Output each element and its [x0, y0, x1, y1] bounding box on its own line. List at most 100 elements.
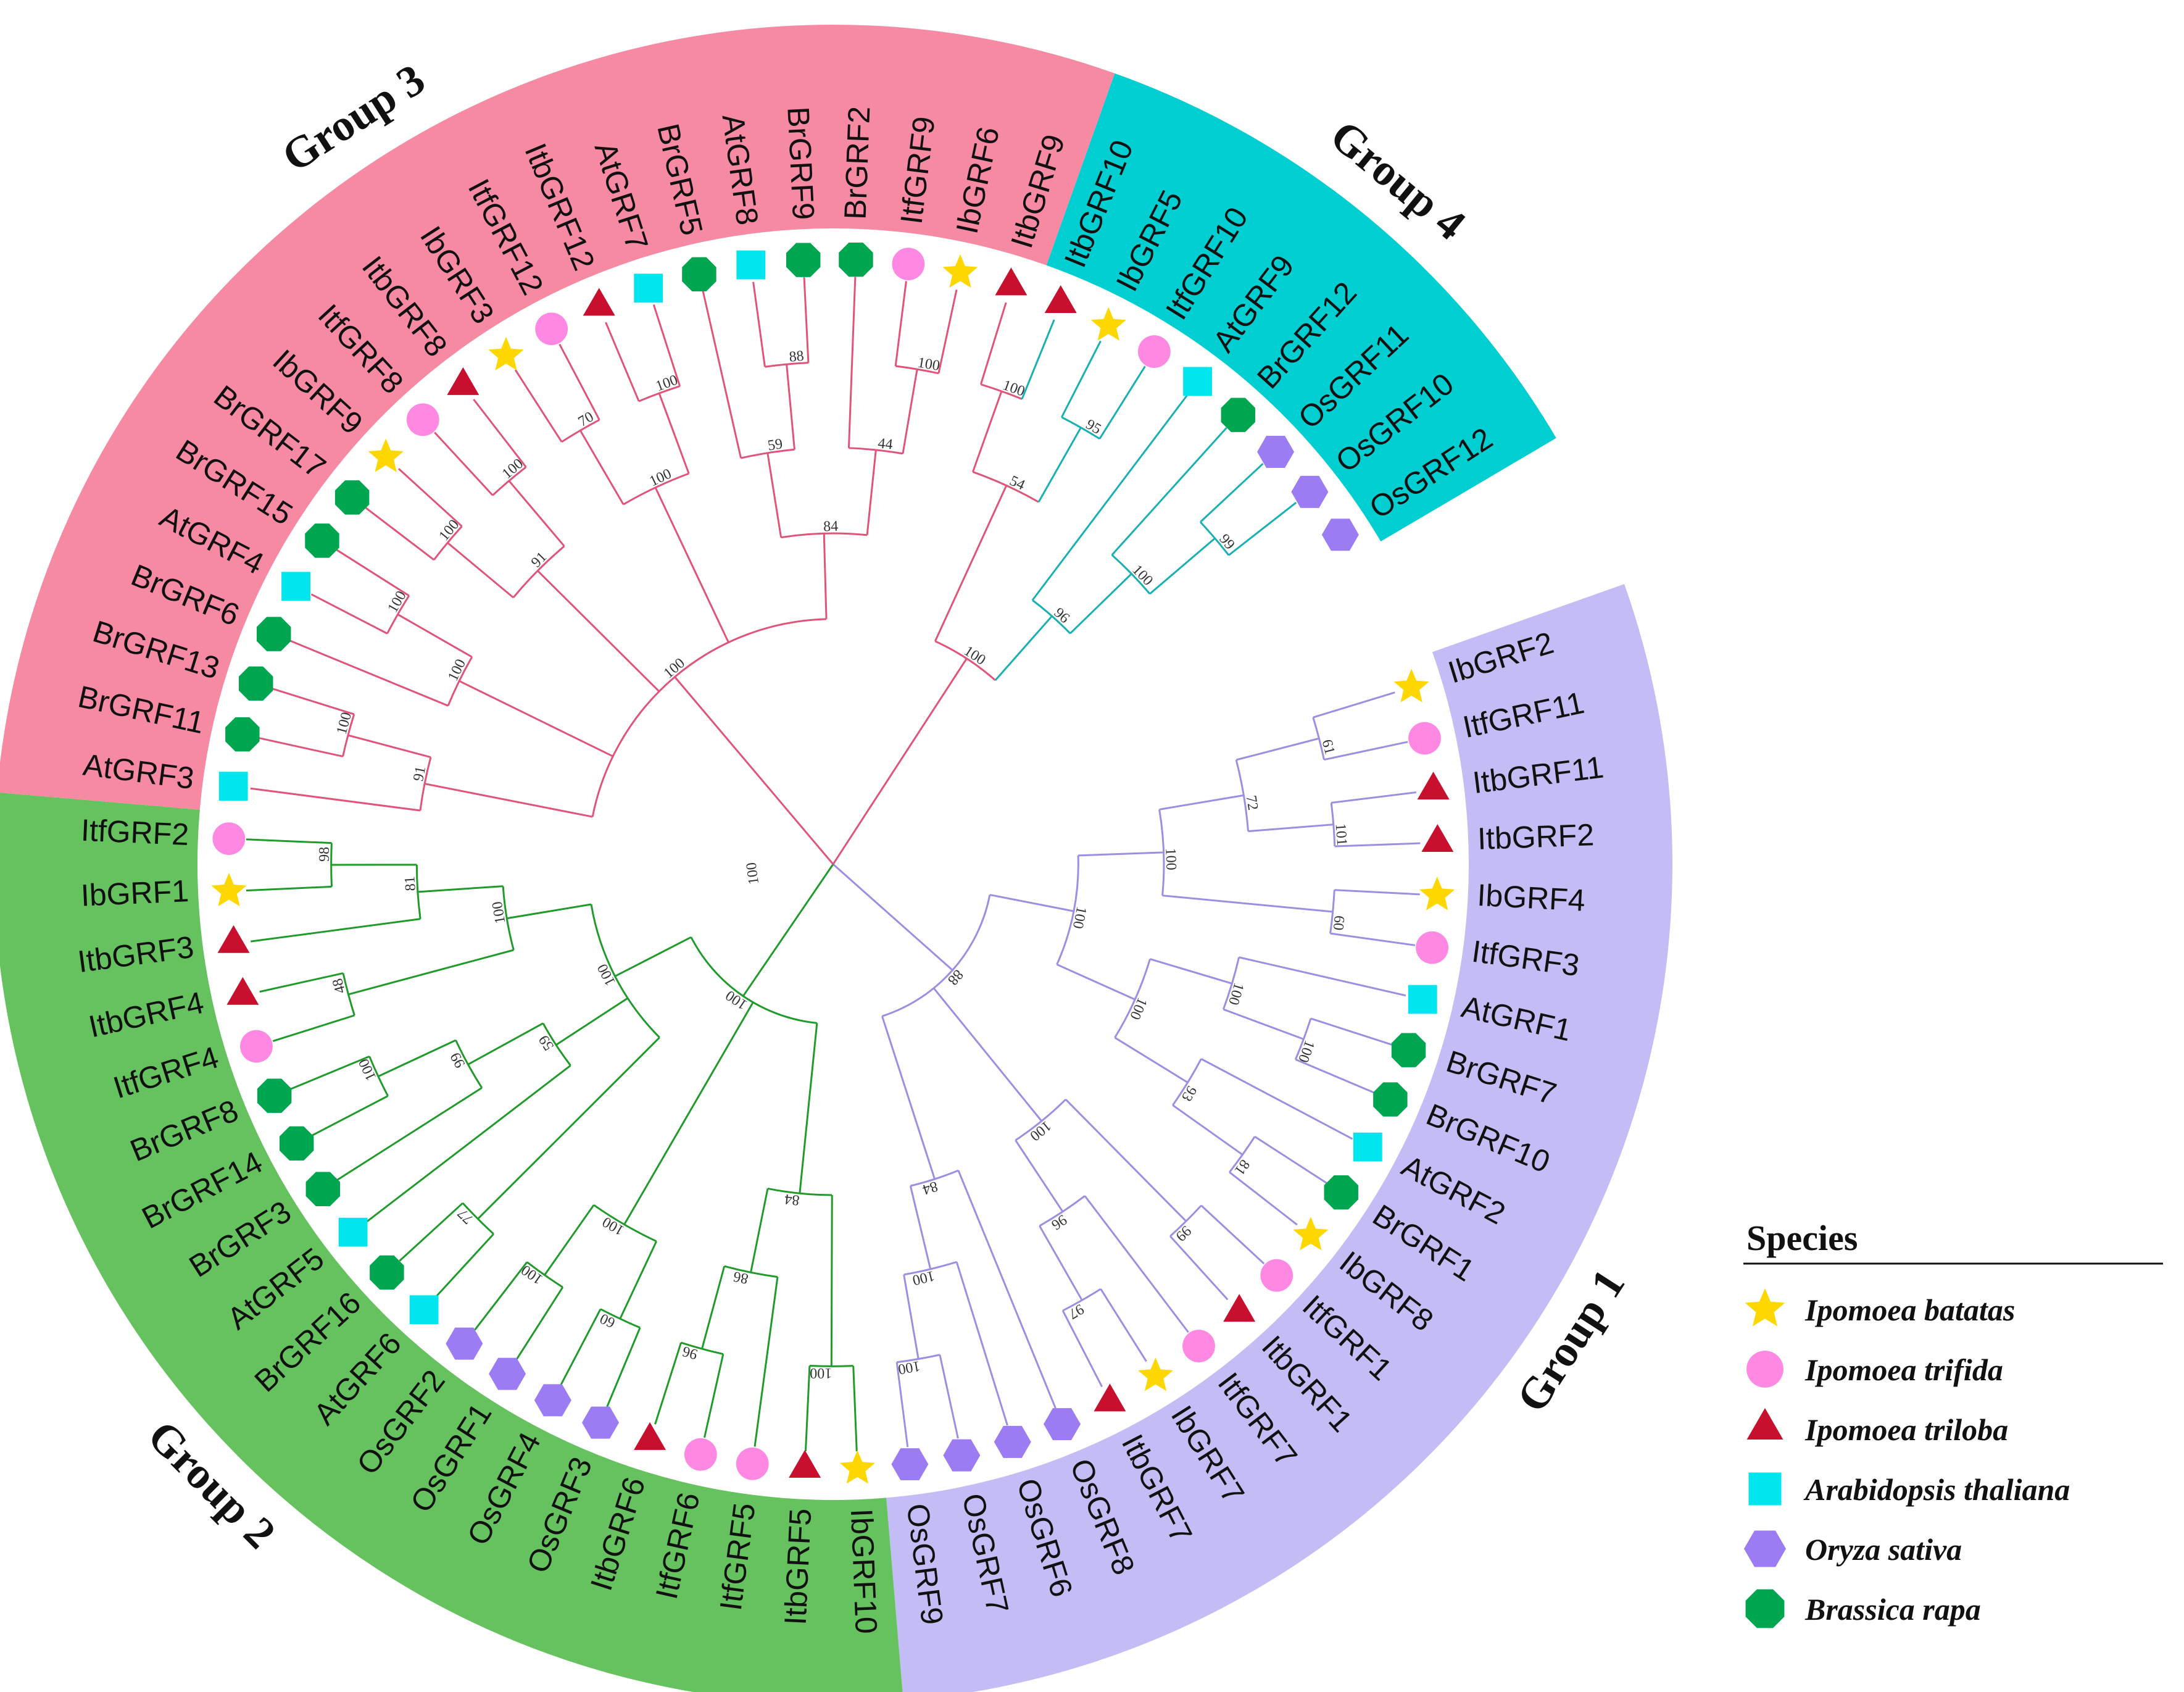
legend-marker-itf: [1746, 1351, 1783, 1388]
bootstrap-value: 84: [921, 1178, 940, 1198]
branch-line: [654, 1342, 682, 1425]
branch-line: [623, 1002, 754, 1225]
branch-line: [934, 485, 1008, 642]
species-marker-br: [334, 480, 370, 515]
bootstrap-value: 100: [911, 1267, 936, 1288]
branch-arc: [781, 532, 868, 539]
bootstrap-value: 100: [897, 1357, 921, 1377]
leaf-label: BrGRF2: [838, 106, 877, 220]
species-marker-ib: [839, 1450, 875, 1484]
legend-label: Arabidopsis thaliana: [1803, 1472, 2070, 1507]
bootstrap-value: 96: [1051, 605, 1073, 627]
branch-line: [366, 1064, 571, 1223]
species-marker-ib: [488, 336, 524, 370]
bootstrap-value: 97: [1066, 1301, 1087, 1322]
leaf-label: IbGRF1: [80, 873, 189, 913]
branch-arc: [1111, 554, 1151, 595]
legend-title: Species: [1746, 1218, 1858, 1258]
species-marker-os: [1044, 1408, 1081, 1441]
branch-arc: [447, 656, 473, 706]
branch-line: [250, 787, 421, 812]
species-marker-itf: [240, 1030, 273, 1063]
legend-marker-br: [1745, 1589, 1785, 1628]
branch-arc: [1039, 1195, 1086, 1227]
bootstrap-value: 84: [784, 1191, 800, 1208]
branch-line: [903, 1274, 920, 1359]
species-marker-at: [736, 250, 766, 280]
branch-arc: [1061, 416, 1100, 440]
bootstrap-value: 100: [1069, 905, 1089, 930]
bootstrap-value: 91: [528, 549, 550, 570]
bootstrap-value: 100: [1126, 995, 1150, 1022]
branch-line: [1065, 1099, 1187, 1222]
species-marker-br: [305, 1172, 340, 1206]
branch-line: [272, 688, 355, 715]
bootstrap-value: 44: [877, 435, 894, 452]
branch-line: [1229, 1171, 1298, 1226]
branch-arc: [910, 1169, 959, 1187]
leaf-label: ItbGRF2: [1477, 817, 1595, 856]
legend-marker-ib: [1745, 1288, 1785, 1327]
branch-line: [1114, 1036, 1189, 1083]
branch-line: [823, 533, 828, 619]
branch-line: [1334, 842, 1421, 848]
bootstrap-value: 101: [1332, 823, 1350, 846]
bootstrap-value: 95: [1083, 416, 1104, 437]
branch-arc: [1158, 809, 1165, 896]
branch-line: [619, 1241, 657, 1320]
branch-line: [1200, 1204, 1265, 1265]
branch-line: [544, 1204, 595, 1276]
species-marker-itf: [1260, 1259, 1293, 1292]
branch-line: [311, 1095, 389, 1136]
leaf-label: ItbGRF5: [778, 1507, 818, 1625]
branch-line: [994, 615, 1053, 681]
species-marker-os: [994, 1425, 1031, 1458]
branch-line: [348, 949, 514, 996]
bootstrap-value: 61: [1319, 738, 1338, 756]
species-marker-itb: [1421, 824, 1454, 852]
species-marker-ib: [1137, 1357, 1174, 1391]
species-marker-itf: [212, 822, 246, 856]
branch-line: [272, 1014, 355, 1043]
branch-line: [555, 997, 628, 1046]
branch-arc: [1032, 599, 1071, 635]
species-marker-itf: [406, 403, 439, 436]
species-marker-itf: [736, 1447, 769, 1480]
branch-line: [246, 885, 332, 892]
branch-line: [847, 277, 857, 448]
bootstrap-value: 54: [1007, 473, 1028, 494]
branch-line: [1031, 394, 1188, 601]
branch-line: [1248, 823, 1334, 833]
species-marker-ib: [368, 438, 404, 472]
branch-line: [989, 894, 1074, 912]
bootstrap-value: 88: [944, 966, 966, 988]
branch-line: [1056, 964, 1136, 1001]
bootstrap-value: 100: [334, 711, 355, 736]
branch-line: [246, 838, 332, 844]
bootstrap-value: 100: [661, 655, 688, 681]
species-marker-os: [1291, 475, 1329, 508]
branch-arc: [849, 447, 903, 455]
bootstrap-value: 59: [766, 436, 784, 454]
bootstrap-value: 81: [402, 876, 419, 892]
species-marker-ib: [1393, 669, 1429, 702]
branch-arc: [881, 894, 991, 1017]
branch-line: [939, 1354, 959, 1439]
branch-line: [514, 369, 563, 443]
branch-line: [742, 864, 834, 997]
branch-line: [434, 431, 494, 496]
species-marker-br: [1324, 1175, 1358, 1210]
bootstrap-value: 100: [916, 355, 941, 375]
branch-line: [508, 480, 565, 547]
species-marker-itb: [1417, 772, 1450, 800]
species-marker-br: [1391, 1033, 1426, 1067]
branch-line: [1330, 932, 1416, 946]
bootstrap-value: 100: [1162, 848, 1179, 870]
branch-arc: [1015, 1099, 1066, 1141]
leaf-label: BrGRF9: [781, 106, 821, 221]
species-marker-itb: [583, 288, 615, 316]
species-marker-at: [281, 572, 310, 601]
bootstrap-value: 88: [788, 348, 804, 365]
branch-line: [704, 1354, 725, 1438]
